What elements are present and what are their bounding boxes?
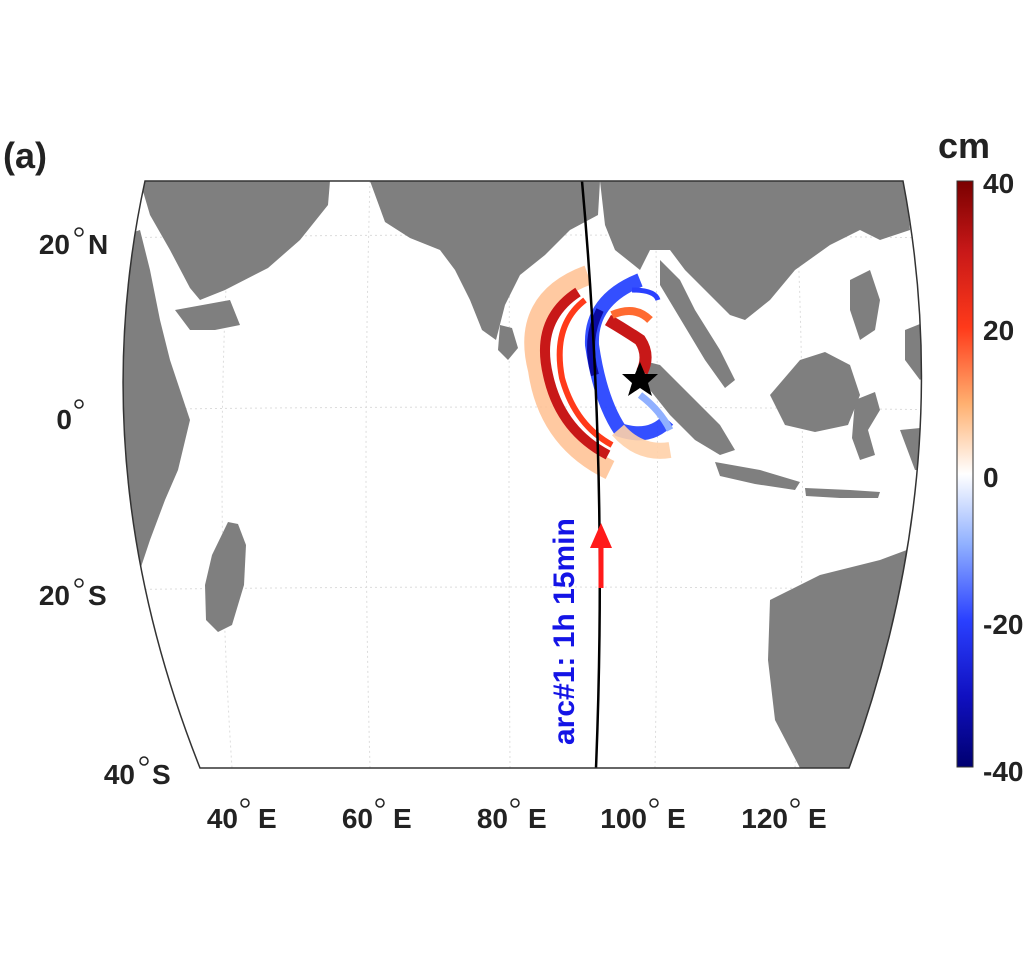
svg-text:60: 60 xyxy=(342,803,373,834)
svg-text:S: S xyxy=(152,759,171,790)
longitude-labels: 40 E 60 E 80 E 100 E 120 E xyxy=(207,798,827,834)
svg-text:E: E xyxy=(808,803,827,834)
propagation-arrow-icon xyxy=(590,523,612,588)
lat-label-20n: 20 N xyxy=(39,227,108,260)
track-label: arc#1: 1h 15min xyxy=(548,518,581,745)
svg-text:N: N xyxy=(88,229,108,260)
colorbar: cm 40 20 0 -20 -40 xyxy=(938,125,1023,787)
lon-label-80e: 80 E xyxy=(477,798,547,834)
lat-label-20s: 20 S xyxy=(39,578,107,611)
svg-text:E: E xyxy=(258,803,277,834)
lon-label-100e: 100 E xyxy=(600,798,686,834)
svg-text:E: E xyxy=(528,803,547,834)
svg-text:40: 40 xyxy=(207,803,238,834)
epicenter-star-icon xyxy=(622,362,658,396)
lon-label-40e: 40 E xyxy=(207,798,277,834)
tsunami-wavefield xyxy=(524,265,674,479)
colorbar-unit: cm xyxy=(938,125,990,166)
lon-label-60e: 60 E xyxy=(342,798,412,834)
lat-label-40s: 40 S xyxy=(104,756,171,790)
lat-label-0: 0 xyxy=(56,399,84,435)
colorbar-tick: 0 xyxy=(983,462,999,493)
svg-text:40: 40 xyxy=(104,759,135,790)
colorbar-tick: -40 xyxy=(983,756,1023,787)
panel-label: (a) xyxy=(3,135,47,176)
svg-text:120: 120 xyxy=(741,803,788,834)
colorbar-tick: -20 xyxy=(983,609,1023,640)
colorbar-tick: 40 xyxy=(983,168,1014,199)
svg-text:20: 20 xyxy=(39,229,70,260)
satellite-track xyxy=(580,181,602,768)
colorbar-scale xyxy=(956,180,974,768)
colorbar-tick: 20 xyxy=(983,315,1014,346)
map-border xyxy=(122,180,923,769)
svg-text:80: 80 xyxy=(477,803,508,834)
svg-text:S: S xyxy=(88,580,107,611)
lon-label-120e: 120 E xyxy=(741,798,827,834)
svg-text:0: 0 xyxy=(56,404,72,435)
svg-text:100: 100 xyxy=(600,803,647,834)
svg-text:20: 20 xyxy=(39,580,70,611)
map-frame xyxy=(123,181,922,768)
svg-text:E: E xyxy=(667,803,686,834)
svg-text:E: E xyxy=(393,803,412,834)
latitude-labels: 20 N 0 20 S 40 S xyxy=(39,227,171,790)
